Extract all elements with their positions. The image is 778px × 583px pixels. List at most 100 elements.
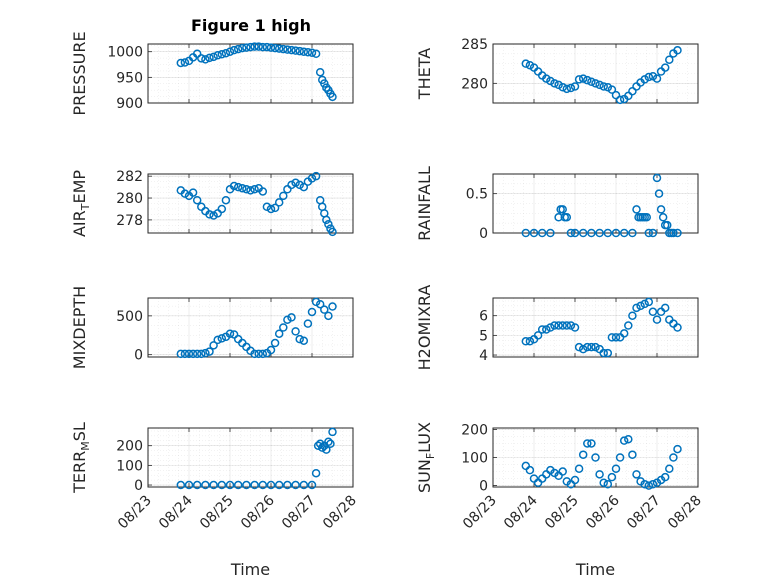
data-point bbox=[648, 479, 658, 489]
data-point bbox=[562, 321, 572, 330]
y-tick-label: 900 bbox=[116, 96, 143, 112]
y-axis-label: H2OMIXRA bbox=[415, 285, 434, 371]
data-point bbox=[669, 453, 678, 462]
data-point bbox=[217, 50, 227, 59]
subplot-rainfall: 0 0.5 RAINFALL bbox=[415, 166, 699, 242]
data-point bbox=[221, 195, 231, 205]
data-point bbox=[176, 480, 186, 490]
data-point bbox=[258, 187, 268, 196]
data-point bbox=[254, 349, 263, 359]
data-point bbox=[660, 303, 670, 313]
data-point bbox=[615, 95, 625, 105]
data-point bbox=[217, 204, 227, 214]
data-point bbox=[599, 478, 608, 488]
data-point bbox=[184, 480, 194, 490]
data-point bbox=[673, 323, 682, 332]
data-point bbox=[607, 472, 617, 482]
data-point bbox=[274, 329, 284, 338]
data-point bbox=[287, 313, 296, 322]
data-point bbox=[521, 337, 531, 346]
data-point bbox=[615, 453, 625, 462]
data-point bbox=[258, 480, 268, 490]
data-point bbox=[279, 44, 288, 54]
data-point bbox=[291, 178, 300, 187]
y-axis-label: THETA bbox=[415, 48, 434, 100]
x-tick-label: 08/26 bbox=[238, 492, 278, 532]
y-tick-label: 280 bbox=[461, 76, 488, 92]
y-tick-label: 5 bbox=[479, 328, 488, 344]
data-point bbox=[611, 464, 621, 473]
data-point bbox=[660, 472, 670, 482]
data-point bbox=[525, 465, 535, 475]
data-point bbox=[279, 323, 288, 332]
data-point bbox=[313, 441, 323, 450]
data-point bbox=[673, 46, 682, 55]
data-point bbox=[311, 468, 321, 478]
data-point bbox=[665, 464, 674, 473]
data-point bbox=[546, 228, 555, 238]
subplot-air: 278 280 282 AIRTEMP bbox=[70, 169, 354, 237]
data-point bbox=[299, 182, 309, 192]
data-point bbox=[217, 480, 227, 490]
data-point bbox=[587, 439, 596, 448]
data-point bbox=[574, 464, 584, 473]
data-point bbox=[648, 307, 658, 317]
data-point bbox=[595, 80, 604, 90]
data-point bbox=[525, 60, 535, 70]
data-point bbox=[291, 327, 300, 336]
data-point bbox=[229, 181, 239, 191]
data-point bbox=[574, 342, 584, 352]
x-tick-label: 08/28 bbox=[320, 493, 360, 533]
data-point bbox=[262, 202, 272, 212]
data-point bbox=[648, 72, 658, 81]
data-point bbox=[246, 186, 255, 195]
data-point bbox=[632, 205, 641, 214]
data-point bbox=[250, 480, 259, 490]
y-axis-label: PRESSURE bbox=[70, 31, 89, 115]
y-axis-label: MIXDEPTH bbox=[70, 286, 89, 369]
data-point bbox=[320, 79, 329, 88]
data-point bbox=[233, 480, 243, 490]
data-point bbox=[192, 480, 202, 490]
x-tick-label: 08/23 bbox=[460, 493, 500, 533]
data-point bbox=[238, 183, 247, 193]
data-point bbox=[537, 325, 547, 334]
data-point bbox=[591, 342, 600, 352]
data-point bbox=[558, 467, 567, 476]
data-point bbox=[665, 55, 674, 64]
data-point bbox=[287, 45, 296, 55]
data-point bbox=[658, 213, 668, 222]
x-tick-label: 08/24 bbox=[156, 492, 196, 532]
data-point bbox=[233, 182, 243, 192]
data-point bbox=[652, 315, 662, 324]
subplot-terr: 0 100 200 TERRMSL 08/23 08/24 08/25 08/26 08/27 0… bbox=[70, 422, 360, 579]
data-point bbox=[283, 45, 292, 54]
data-point bbox=[587, 228, 596, 238]
y-tick-label: 280 bbox=[116, 191, 143, 207]
data-point bbox=[611, 90, 621, 100]
plot-area bbox=[147, 427, 354, 488]
data-point bbox=[270, 338, 280, 348]
plot-area bbox=[147, 43, 354, 104]
data-point bbox=[279, 191, 288, 201]
data-point bbox=[188, 188, 198, 197]
data-point bbox=[611, 333, 621, 342]
data-point bbox=[628, 228, 637, 238]
data-point bbox=[644, 228, 654, 238]
data-point bbox=[537, 228, 547, 238]
data-point bbox=[554, 80, 563, 90]
data-point bbox=[550, 321, 559, 330]
data-point bbox=[295, 180, 304, 190]
y-tick-label: 6 bbox=[479, 309, 488, 325]
data-point bbox=[640, 75, 649, 84]
x-tick-label: 08/25 bbox=[197, 493, 237, 533]
data-point bbox=[570, 475, 580, 485]
data-point bbox=[546, 323, 555, 332]
data-point bbox=[521, 59, 531, 68]
data-point bbox=[583, 75, 592, 85]
data-point bbox=[266, 345, 276, 355]
data-point bbox=[328, 302, 337, 311]
data-point bbox=[578, 344, 588, 354]
data-point bbox=[229, 330, 239, 339]
